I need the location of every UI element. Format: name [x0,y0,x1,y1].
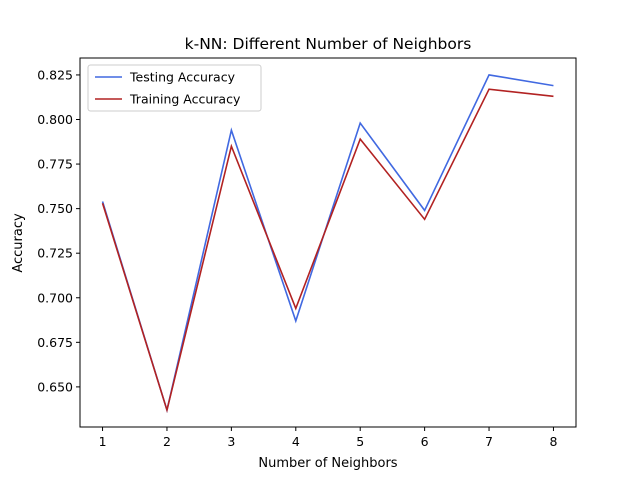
x-tick-label: 8 [549,434,557,449]
series-line-training-accuracy [101,88,554,414]
legend-label-training-accuracy: Training Accuracy [129,92,241,107]
y-axis-label: Accuracy [11,213,26,273]
y-tick-label: 0.700 [37,290,73,305]
x-tick-label: 2 [163,434,171,449]
x-axis-label: Number of Neighbors [258,456,397,471]
y-tick-label: 0.750 [37,201,73,216]
y-tick-label: 0.650 [37,379,73,394]
y-tick-label: 0.800 [37,112,73,127]
series-line-testing-accuracy [101,74,554,414]
x-tick-label: 6 [421,434,429,449]
legend-box [87,64,262,112]
y-tick-label: 0.675 [37,335,73,350]
x-tick-label: 7 [485,434,493,449]
y-tick-label: 0.775 [37,157,73,172]
y-tick-label: 0.825 [37,67,73,82]
plot-frame [79,57,577,428]
x-tick-label: 4 [292,434,300,449]
y-tick-label: 0.725 [37,246,73,261]
x-tick-label: 1 [99,434,107,449]
chart-title: k-NN: Different Number of Neighbors [185,35,472,53]
legend-label-testing-accuracy: Testing Accuracy [129,70,236,85]
x-tick-label: 5 [356,434,364,449]
x-tick-label: 3 [227,434,235,449]
